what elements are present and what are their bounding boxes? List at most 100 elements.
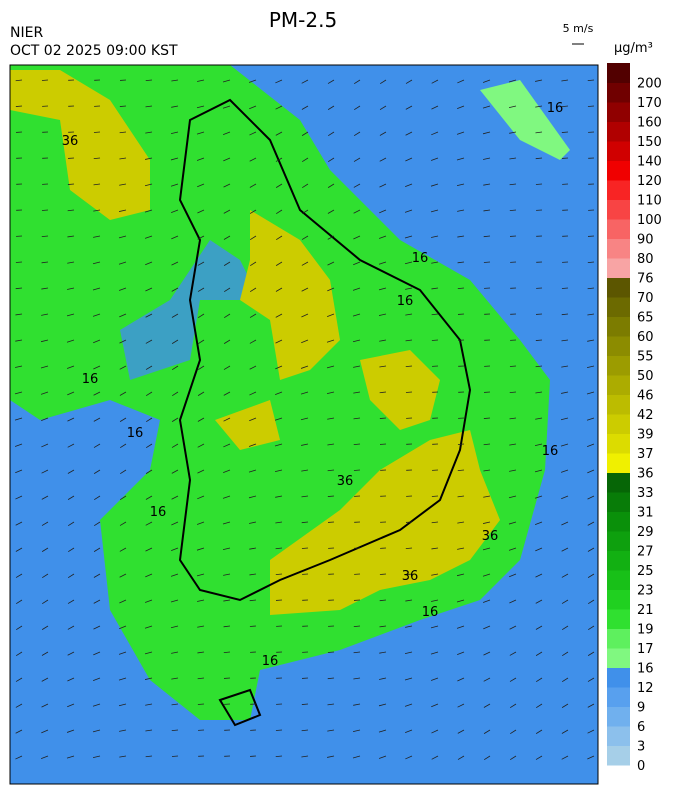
colorbar-swatch: [607, 395, 630, 415]
colorbar-swatch: [607, 297, 630, 317]
colorbar-label: 6: [637, 720, 645, 735]
contour-label: 36: [402, 569, 419, 584]
contour-label: 16: [262, 654, 279, 669]
colorbar-swatch: [607, 453, 630, 473]
colorbar-swatch: [607, 317, 630, 337]
colorbar-swatch: [607, 161, 630, 181]
contour-label: 16: [547, 101, 564, 116]
colorbar-swatch: [607, 434, 630, 454]
contour-label: 36: [62, 134, 79, 149]
colorbar-label: 0: [637, 759, 645, 774]
contour-label: 36: [337, 474, 354, 489]
wind-arrow: [328, 652, 334, 653]
wind-arrow: [198, 704, 204, 705]
colorbar-label: 65: [637, 311, 654, 326]
wind-arrow: [16, 262, 22, 263]
colorbar-label: 90: [637, 233, 654, 248]
colorbar-swatch: [607, 141, 630, 161]
colorbar-label: 3: [637, 740, 645, 755]
colorbar-label: 76: [637, 272, 654, 287]
colorbar-swatch: [607, 531, 630, 551]
wind-arrow: [302, 704, 308, 705]
colorbar-swatch: [607, 512, 630, 532]
wind-arrow: [562, 288, 568, 289]
colorbar-swatch: [607, 648, 630, 668]
colorbar-swatch: [607, 551, 630, 571]
wind-arrow: [380, 574, 386, 575]
colorbar-swatch: [607, 629, 630, 649]
colorbar-label: 37: [637, 447, 654, 462]
colorbar-label: 25: [637, 564, 654, 579]
colorbar-label: 200: [637, 77, 662, 92]
source: NIER: [10, 25, 43, 41]
colorbar-swatch: [607, 336, 630, 356]
wind-arrow: [16, 106, 22, 107]
colorbar-swatch: [607, 83, 630, 103]
colorbar-swatch: [607, 239, 630, 259]
colorbar-label: 27: [637, 545, 654, 560]
unit: µg/m³: [614, 41, 653, 56]
wind-arrow: [380, 418, 386, 419]
colorbar-label: 150: [637, 135, 662, 150]
wind-arrow: [432, 340, 438, 341]
colorbar-swatch: [607, 609, 630, 629]
colorbar-swatch: [607, 668, 630, 688]
colorbar-label: 23: [637, 584, 654, 599]
colorbar-label: 29: [637, 525, 654, 540]
colorbar-label: 170: [637, 96, 662, 111]
colorbar-label: 21: [637, 603, 654, 618]
colorbar-swatch: [607, 102, 630, 122]
contour-label: 16: [542, 444, 559, 459]
wind-arrow: [302, 548, 308, 549]
colorbar-swatch: [607, 687, 630, 707]
colorbar-label: 100: [637, 213, 662, 228]
contour-label: 16: [397, 294, 414, 309]
colorbar-swatch: [607, 219, 630, 239]
colorbar-swatch: [607, 63, 630, 83]
colorbar-swatch: [607, 707, 630, 727]
wind-arrow: [536, 184, 542, 185]
colorbar-label: 50: [637, 369, 654, 384]
colorbar-label: 55: [637, 350, 654, 365]
wind-arrow: [250, 626, 256, 627]
colorbar-label: 70: [637, 291, 654, 306]
colorbar-label: 19: [637, 623, 654, 638]
colorbar-swatch: [607, 180, 630, 200]
contour-label: 16: [422, 605, 439, 620]
title: PM-2.5: [269, 8, 337, 32]
timestamp: OCT 02 2025 09:00 KST: [10, 43, 178, 59]
colorbar-label: 39: [637, 428, 654, 443]
colorbar-swatch: [607, 570, 630, 590]
colorbar-swatch: [607, 278, 630, 298]
colorbar-swatch: [607, 414, 630, 434]
wind-scale: 5 m/s: [563, 22, 594, 35]
colorbar: 0369121617192123252729313336373942465055…: [607, 63, 662, 774]
colorbar-label: 16: [637, 662, 654, 677]
contour-label: 36: [482, 529, 499, 544]
colorbar-swatch: [607, 473, 630, 493]
colorbar-label: 160: [637, 116, 662, 131]
wind-arrow: [68, 184, 74, 185]
wind-arrow: [536, 340, 542, 341]
colorbar-label: 17: [637, 642, 654, 657]
contour-label: 16: [412, 251, 429, 266]
colorbar-swatch: [607, 356, 630, 376]
colorbar-label: 120: [637, 174, 662, 189]
colorbar-swatch: [607, 122, 630, 142]
colorbar-swatch: [607, 375, 630, 395]
colorbar-swatch: [607, 726, 630, 746]
colorbar-swatch: [607, 492, 630, 512]
colorbar-swatch: [607, 746, 630, 766]
colorbar-label: 140: [637, 155, 662, 170]
colorbar-swatch: [607, 590, 630, 610]
contour-label: 16: [127, 426, 144, 441]
colorbar-label: 60: [637, 330, 654, 345]
colorbar-label: 12: [637, 681, 654, 696]
colorbar-label: 46: [637, 389, 654, 404]
colorbar-label: 42: [637, 408, 654, 423]
contour-label: 16: [82, 372, 99, 387]
colorbar-label: 33: [637, 486, 654, 501]
colorbar-swatch: [607, 258, 630, 278]
